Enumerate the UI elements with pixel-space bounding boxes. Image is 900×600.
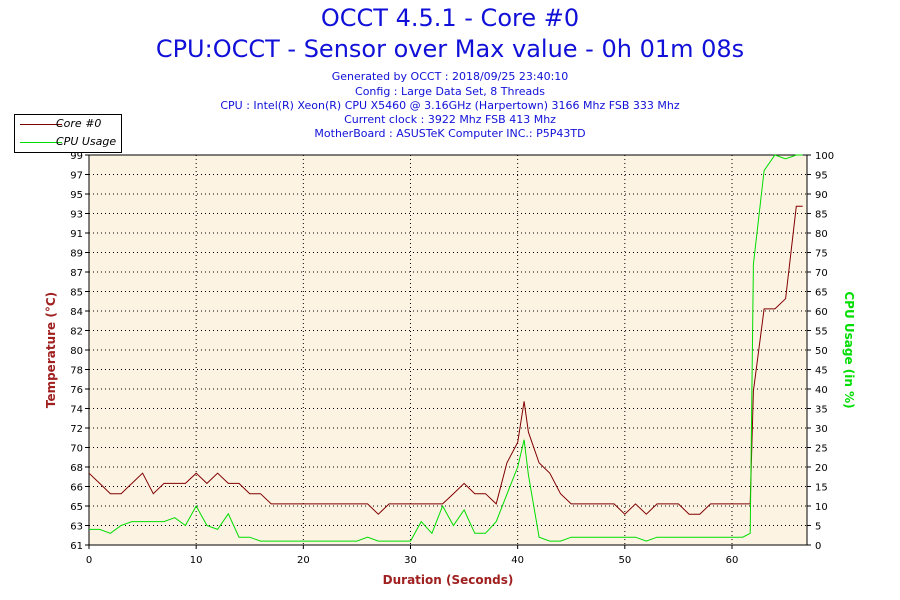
y-tick-label: 76 [70,385,83,396]
info-clock: Current clock : 3922 Mhz FSB 413 Mhz [344,113,556,126]
y2-tick-label: 65 [815,288,828,299]
y-tick-label: 65 [70,502,83,513]
series-line-cpu-usage [89,154,803,542]
legend-item-cpu-usage: CPU Usage [15,134,121,150]
info-cpu: CPU : Intel(R) Xeon(R) CPU X5460 @ 3.16G… [220,99,680,112]
y2-tick-label: 10 [815,502,828,513]
legend-item-core0: Core #0 [15,116,121,132]
series-line-core0 [88,205,803,515]
y-tick-label: 66 [70,483,83,494]
y2-tick-label: 5 [815,522,821,533]
y-tick-label: 70 [70,444,83,455]
y2-tick-label: 100 [815,151,834,162]
y-tick-label: 82 [70,327,83,338]
y2-tick-label: 85 [815,210,828,221]
y-tick-label: 95 [70,190,83,201]
y2-tick-label: 20 [815,463,828,474]
y2-tick-label: 0 [815,541,821,552]
chart-subtitle: CPU:OCCT - Sensor over Max value - 0h 01… [155,35,745,63]
x-axis-label: Duration (Seconds) [383,573,514,587]
y-tick-label: 84 [70,307,83,318]
y-tick-label: 99 [70,151,83,162]
y-tick-label: 80 [70,346,83,357]
x-tick-label: 60 [726,555,739,566]
info-motherboard: MotherBoard : ASUSTeK Computer INC.: P5P… [314,127,586,140]
y2-tick-label: 30 [815,424,828,435]
x-tick-label: 30 [404,555,417,566]
y-tick-label: 89 [70,249,83,260]
y-tick-label: 68 [70,463,83,474]
y-tick-label: 72 [70,424,83,435]
y2-tick-label: 40 [815,385,828,396]
y-tick-label: 91 [70,229,83,240]
y2-tick-label: 90 [815,190,828,201]
y2-tick-label: 15 [815,483,828,494]
x-tick-label: 40 [511,555,524,566]
y2-tick-label: 35 [815,405,828,416]
y-tick-label: 63 [70,522,83,533]
y2-axis-label: CPU Usage (in %) [842,291,856,408]
info-generated: Generated by OCCT : 2018/09/25 23:40:10 [331,70,569,83]
y2-tick-label: 45 [815,366,828,377]
x-tick-label: 50 [618,555,631,566]
y2-tick-label: 60 [815,307,828,318]
x-tick-label: 20 [297,555,310,566]
y2-tick-label: 80 [815,229,828,240]
y-axis-label: Temperature (°C) [44,292,58,408]
y-tick-label: 93 [70,210,83,221]
legend-label-cpu-usage: CPU Usage [56,135,117,148]
x-tick-label: 10 [190,555,203,566]
chart-title: OCCT 4.5.1 - Core #0 [320,4,580,32]
y-tick-label: 97 [70,171,83,182]
legend-label-core0: Core #0 [56,117,102,130]
y2-tick-label: 50 [815,346,828,357]
y2-tick-label: 25 [815,444,828,455]
legend-swatch-cpu-usage [20,142,62,143]
y2-tick-label: 70 [815,268,828,279]
y2-tick-label: 75 [815,249,828,260]
y-tick-label: 78 [70,366,83,377]
info-config: Config : Large Data Set, 8 Threads [355,85,545,98]
y-tick-label: 74 [70,405,83,416]
y2-tick-label: 95 [815,171,828,182]
y-tick-label: 61 [70,541,83,552]
plot-area [89,155,807,545]
legend: Core #0 CPU Usage [14,114,122,153]
y2-tick-label: 55 [815,327,828,338]
y-tick-label: 85 [70,288,83,299]
x-tick-label: 0 [86,555,92,566]
y-tick-label: 87 [70,268,83,279]
legend-swatch-core0 [20,124,62,125]
